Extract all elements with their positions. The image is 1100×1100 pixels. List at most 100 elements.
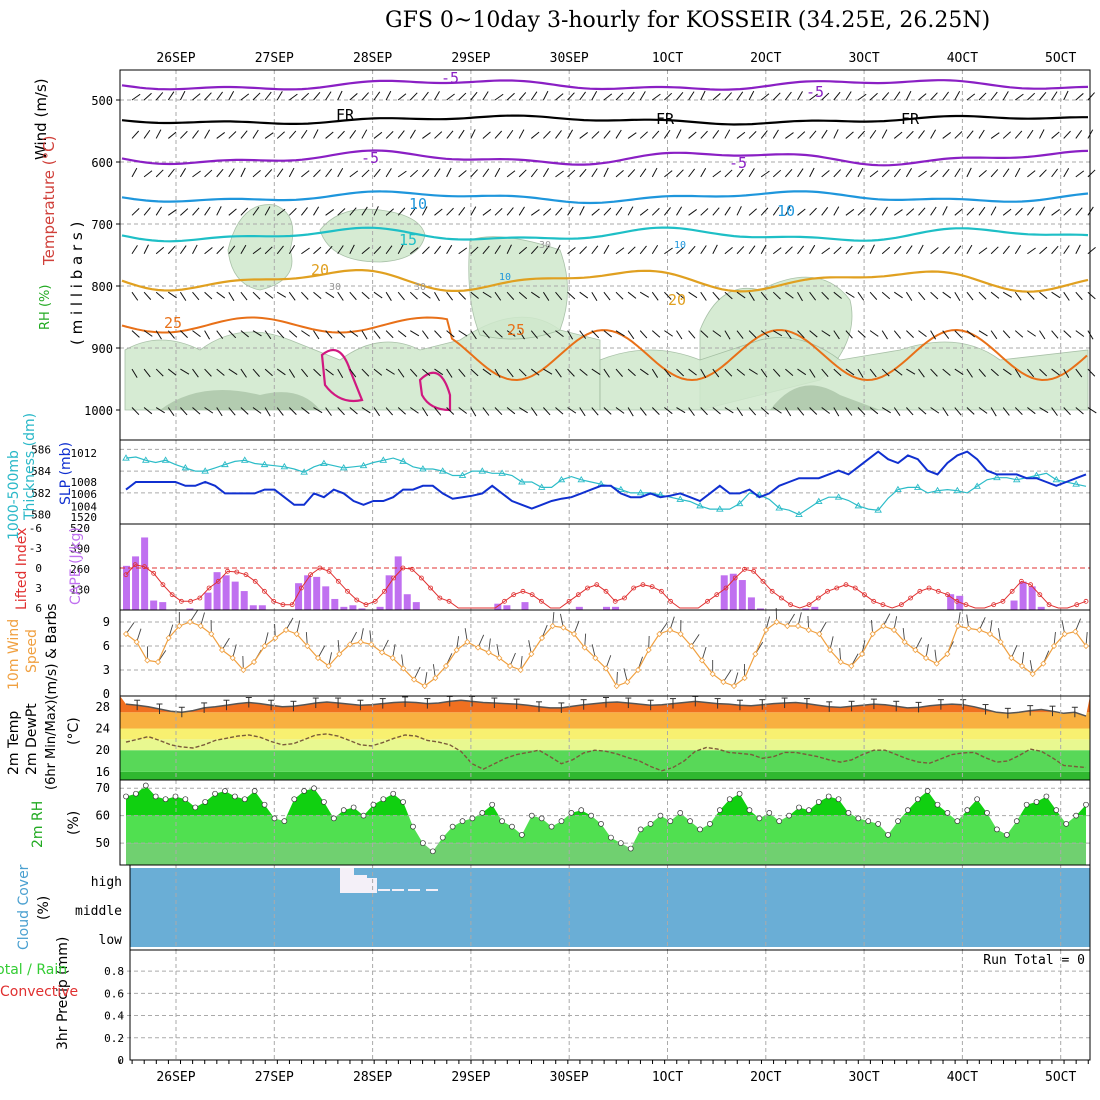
- li-tick: 3: [35, 582, 42, 595]
- li-point: [640, 582, 646, 588]
- cloud-axis-label: Cloud Cover: [16, 864, 32, 950]
- li-point: [160, 582, 166, 588]
- li-point: [852, 585, 858, 591]
- thickness-point: [716, 505, 724, 512]
- wind10-point: [389, 654, 396, 662]
- cloud-level: middle: [75, 904, 122, 919]
- cape-tick: 390: [70, 543, 90, 556]
- high-cloud-block: [392, 889, 404, 891]
- contour-label: 30: [329, 282, 341, 293]
- li-point: [566, 598, 572, 604]
- li-point: [437, 595, 443, 601]
- wind10-point: [549, 622, 556, 630]
- wind10-point: [602, 665, 610, 672]
- rh-point: [123, 793, 129, 800]
- thickness-point: [240, 456, 249, 463]
- thickness-point: [399, 457, 407, 464]
- li-point: [132, 562, 138, 568]
- rh-point: [400, 799, 406, 805]
- wind10-point: [986, 630, 994, 638]
- rh-point: [954, 818, 961, 824]
- rh-point: [370, 801, 377, 808]
- temp-band: [120, 771, 1090, 780]
- li-point: [1009, 588, 1015, 594]
- rh-point: [766, 810, 773, 816]
- wind10-barbs: [125, 607, 1088, 687]
- thickness-point: [280, 462, 289, 470]
- rh-point: [885, 831, 891, 838]
- cape-tick: 260: [70, 563, 90, 576]
- thickness-point: [438, 467, 447, 474]
- temp-tick: 24: [96, 722, 110, 736]
- cape-bar: [503, 605, 511, 610]
- temp-tick: 20: [96, 743, 110, 757]
- li-point: [317, 565, 323, 571]
- li-point: [142, 564, 147, 570]
- wind10-point: [1008, 654, 1015, 662]
- cape-bar: [249, 605, 257, 610]
- rh-point: [627, 845, 634, 852]
- temp-tick: 16: [96, 765, 110, 779]
- rh-point: [964, 807, 971, 814]
- date-label-top: 30SEP: [550, 51, 589, 66]
- li-tick: 6: [35, 602, 42, 615]
- li-point: [658, 588, 664, 594]
- rh-point: [1073, 812, 1079, 819]
- li-point: [1000, 598, 1006, 604]
- li-point: [815, 595, 821, 601]
- cape-tick: 130: [70, 584, 90, 597]
- li-point: [354, 597, 360, 603]
- date-label-top: 4OCT: [947, 51, 978, 66]
- thickness-axis-label: 1000-500mb: [6, 450, 22, 540]
- rh2m-axis-label: 2m RH: [30, 800, 46, 848]
- cape-bar: [947, 594, 955, 610]
- rh-point: [806, 807, 812, 814]
- cape-bar: [738, 580, 746, 610]
- rh-point: [617, 840, 624, 846]
- cape-bar: [295, 583, 303, 610]
- wind10-point: [293, 630, 300, 638]
- cape-bar: [385, 575, 393, 610]
- rh-point: [360, 812, 367, 819]
- cape-bar: [802, 608, 810, 610]
- rh-point: [420, 840, 426, 846]
- rh-point: [984, 810, 990, 816]
- rh-point: [1043, 793, 1050, 800]
- pressure-tick: 900: [91, 342, 113, 356]
- slp-axis-label: SLP (mb): [58, 441, 74, 505]
- wind10-point: [1050, 642, 1058, 650]
- li-point: [585, 585, 590, 591]
- li-axis-label: Lifted Index: [14, 527, 30, 610]
- wind10-point: [442, 662, 450, 670]
- wind10-point: [794, 622, 802, 630]
- li-point: [511, 592, 517, 598]
- thickness-point: [1072, 480, 1080, 487]
- li-point: [428, 585, 434, 591]
- li-point: [538, 598, 544, 604]
- cape-bar: [331, 598, 339, 610]
- wind10-point: [517, 666, 524, 674]
- cloud-level: high: [91, 875, 122, 890]
- wind10-point: [762, 626, 770, 634]
- contour-label: 30: [414, 282, 426, 293]
- rh-point: [647, 821, 654, 827]
- li-tick: -3: [29, 542, 42, 555]
- thickness-point: [260, 460, 269, 468]
- li-point: [871, 598, 877, 604]
- rh-point: [489, 801, 496, 808]
- slp-tick: 1012: [71, 447, 98, 460]
- temp-contour-30: [418, 371, 452, 412]
- li-point: [778, 595, 784, 601]
- page-title: GFS 0~10day 3-hourly for KOSSEIR (34.25E…: [385, 8, 991, 33]
- wind10-point: [464, 638, 471, 646]
- date-label-bottom: 3OCT: [848, 1070, 879, 1085]
- rh-point: [429, 848, 436, 855]
- temp-contour-minus5: [121, 79, 1089, 91]
- rh-point: [588, 812, 595, 819]
- temp2m-axis-label: (°C): [66, 717, 82, 745]
- li-point: [502, 598, 507, 604]
- rh-point: [202, 799, 209, 805]
- rh-point: [667, 818, 674, 824]
- li-point: [751, 568, 757, 574]
- wind10-point: [410, 676, 418, 683]
